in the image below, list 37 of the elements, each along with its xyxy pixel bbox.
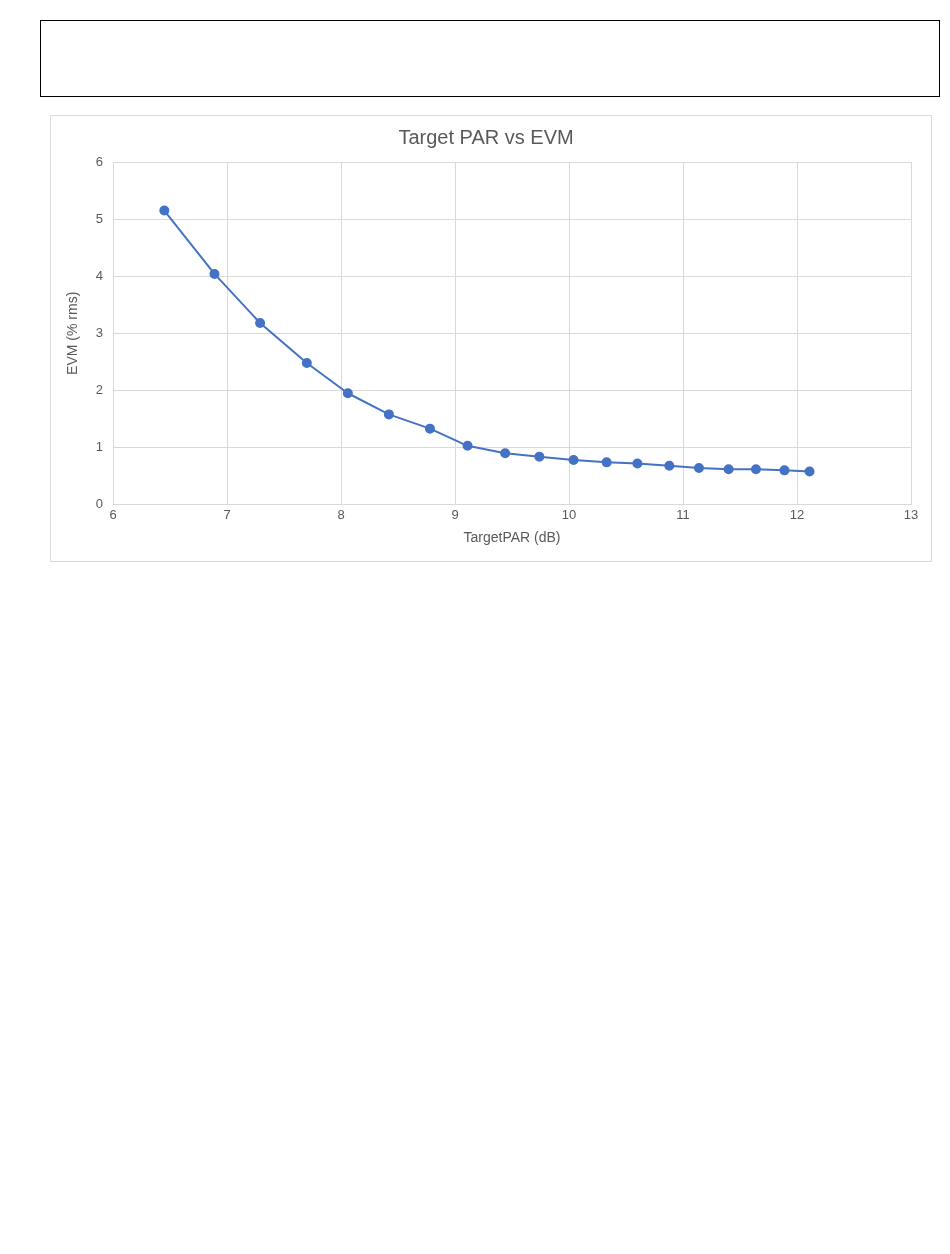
point [534, 451, 545, 462]
y-tick-label: 4 [95, 267, 104, 283]
x-axis-title: TargetPAR (dB) [463, 529, 561, 546]
point [209, 268, 220, 279]
point [723, 464, 734, 475]
point [804, 466, 815, 477]
y-tick-label: 3 [95, 324, 104, 340]
point [301, 357, 312, 368]
x-tick-label: 6 [109, 506, 117, 522]
point [159, 205, 170, 216]
point [342, 388, 353, 399]
y-tick-label: 6 [95, 153, 104, 169]
x-tick-label: 13 [903, 506, 919, 522]
x-tick-label: 11 [676, 506, 690, 522]
point [632, 458, 643, 469]
x-tick-label: 8 [337, 506, 345, 522]
x-tick-label: 7 [223, 506, 231, 522]
x-tick-label: 10 [561, 506, 577, 522]
point [383, 409, 394, 420]
y-tick-label: 5 [95, 210, 104, 226]
x-tick-label: 12 [789, 506, 805, 522]
point [750, 464, 761, 475]
point [601, 457, 612, 468]
point [693, 463, 704, 474]
point [424, 423, 435, 434]
point [568, 455, 579, 466]
y-tick-label: 1 [95, 439, 104, 455]
point [500, 448, 511, 459]
chart-title: Target PAR vs EVM [398, 125, 574, 148]
point [462, 440, 473, 451]
point [664, 460, 675, 471]
point [779, 465, 790, 476]
point [255, 318, 266, 329]
y-tick-label: 0 [95, 496, 104, 512]
x-tick-label: 9 [451, 506, 459, 522]
y-tick-label: 2 [95, 381, 104, 397]
y-axis-title: EVM (% rms) [64, 291, 81, 375]
